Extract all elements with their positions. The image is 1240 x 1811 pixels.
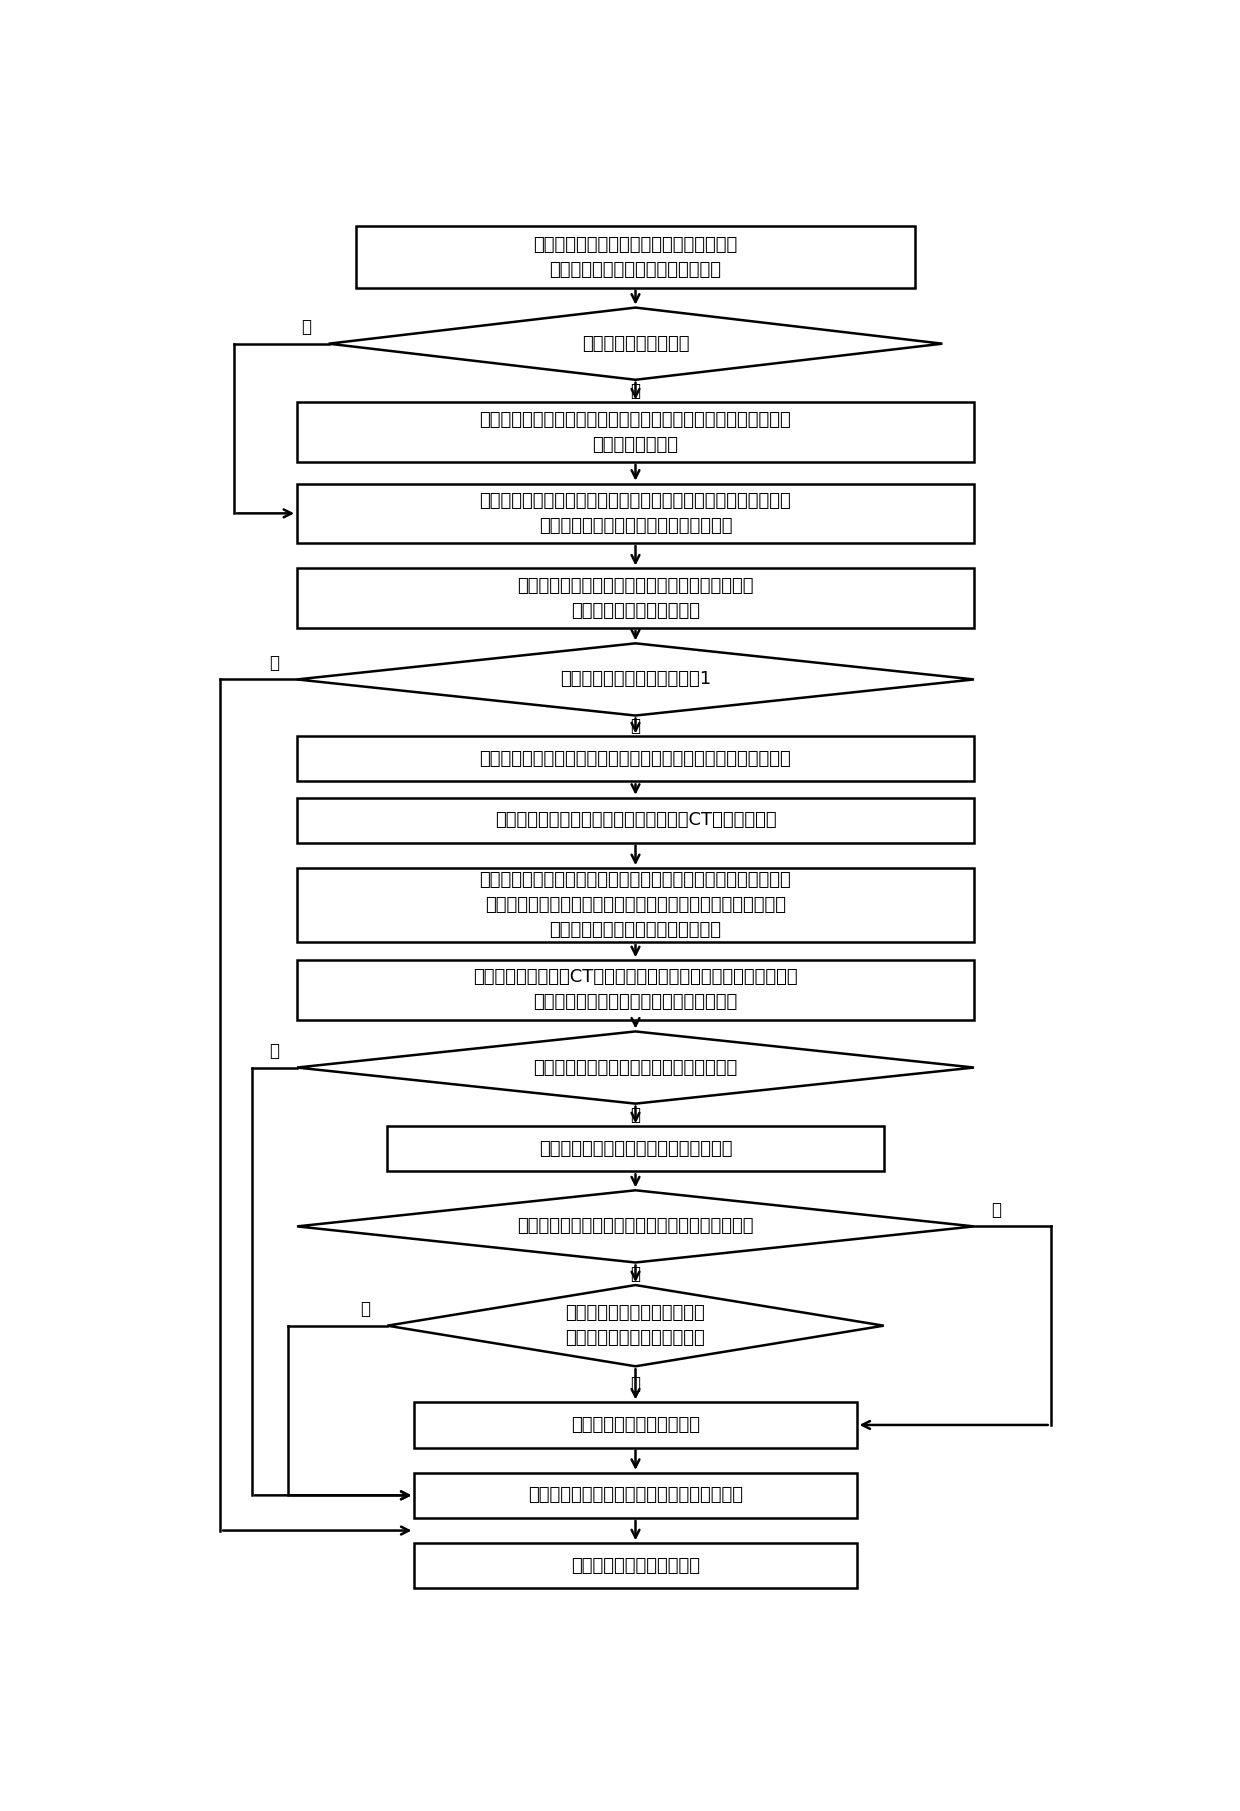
Text: 是: 是: [630, 717, 641, 735]
Text: 病毒性肺炎辅助诊断系统通知安检门报警，需要该人员登记身份信
息并记录人脸特征: 病毒性肺炎辅助诊断系统通知安检门报警，需要该人员登记身份信 息并记录人脸特征: [480, 411, 791, 453]
Polygon shape: [298, 643, 973, 715]
Polygon shape: [329, 308, 942, 380]
Text: 病毒性肺炎辅助诊断系统通知安检门正常放行: 病毒性肺炎辅助诊断系统通知安检门正常放行: [528, 1487, 743, 1505]
Text: 检验科进行血常规检测，检验信息系统得到白细胞总数，计算白细
胞总数特征值，得到淋巴细胞计数，计算淋巴细胞计数特征值，
提交数据至病毒性肺炎辅助诊断系统: 检验科进行血常规检测，检验信息系统得到白细胞总数，计算白细 胞总数特征值，得到淋…: [480, 871, 791, 940]
Bar: [387, 1126, 884, 1172]
Text: 是: 是: [630, 1375, 641, 1393]
Text: 否: 否: [630, 1264, 641, 1282]
Text: 病毒性肺炎辅助诊断系统获取热成像摄像机
采集的人脸图像信息，人脸温度数值: 病毒性肺炎辅助诊断系统获取热成像摄像机 采集的人脸图像信息，人脸温度数值: [533, 235, 738, 279]
Text: 医学影像科进行胸部CT检查，医学影像信息系统生成胸部影像特征
值，，提交数据至病毒性肺炎辅助诊断系统: 医学影像科进行胸部CT检查，医学影像信息系统生成胸部影像特征 值，，提交数据至病…: [474, 969, 797, 1011]
Text: 否: 否: [269, 1043, 279, 1059]
Text: 判断是否识别人脸信息: 判断是否识别人脸信息: [582, 335, 689, 353]
Bar: [414, 1472, 857, 1518]
Text: 计算病毒性肺炎疑似度，判断是否大于阈值: 计算病毒性肺炎疑似度，判断是否大于阈值: [533, 1059, 738, 1076]
Text: 否: 否: [269, 654, 279, 672]
Polygon shape: [387, 1286, 884, 1365]
Bar: [356, 226, 915, 288]
Text: 否: 否: [630, 382, 641, 400]
Bar: [414, 1543, 857, 1588]
Bar: [298, 797, 973, 842]
Bar: [298, 867, 973, 942]
Bar: [298, 569, 973, 628]
Bar: [414, 1402, 857, 1447]
Bar: [298, 960, 973, 1020]
Text: 判断人脸温度特征值是否等于1: 判断人脸温度特征值是否等于1: [560, 670, 711, 688]
Text: 人员进入普通门诊正常就诊: 人员进入普通门诊正常就诊: [570, 1557, 701, 1576]
Text: 人员入住发热门诊单人间，提交核酸检测: 人员入住发热门诊单人间，提交核酸检测: [538, 1139, 733, 1157]
Text: 是: 是: [992, 1201, 1002, 1219]
Polygon shape: [298, 1190, 973, 1262]
Text: 病毒性肺炎辅助诊断系统计算人脸温度特征值，并
存入该人员健康档案数据表: 病毒性肺炎辅助诊断系统计算人脸温度特征值，并 存入该人员健康档案数据表: [517, 576, 754, 619]
Text: 是: 是: [301, 319, 311, 337]
Text: 病毒性肺炎辅助诊断系统通知安检门报警，将人员分流至发热门诊: 病毒性肺炎辅助诊断系统通知安检门报警，将人员分流至发热门诊: [480, 750, 791, 768]
Bar: [298, 402, 973, 462]
Bar: [298, 484, 973, 543]
Text: 专家组根据数据进行临床综合
诊断人员是否疑似病毒性肺炎: 专家组根据数据进行临床综合 诊断人员是否疑似病毒性肺炎: [565, 1304, 706, 1347]
Text: 发热门诊开具血常规检验申请报告，胸部CT检查申请报告: 发热门诊开具血常规检验申请报告，胸部CT检查申请报告: [495, 811, 776, 829]
Polygon shape: [298, 1032, 973, 1103]
Bar: [298, 737, 973, 781]
Text: 人员入住隔离病房进行治疗: 人员入住隔离病房进行治疗: [570, 1416, 701, 1434]
Text: 病毒性肺炎辅助诊断系统建立人员健康档案数据表，登记个人信息
，记录人脸特征，录入流行病学史特征值: 病毒性肺炎辅助诊断系统建立人员健康档案数据表，登记个人信息 ，记录人脸特征，录入…: [480, 493, 791, 534]
Text: 否: 否: [360, 1300, 370, 1318]
Text: 是: 是: [630, 1107, 641, 1125]
Text: 病毒性肺炎辅助诊断系统判断核酸检测是否为阳性: 病毒性肺炎辅助诊断系统判断核酸检测是否为阳性: [517, 1217, 754, 1235]
